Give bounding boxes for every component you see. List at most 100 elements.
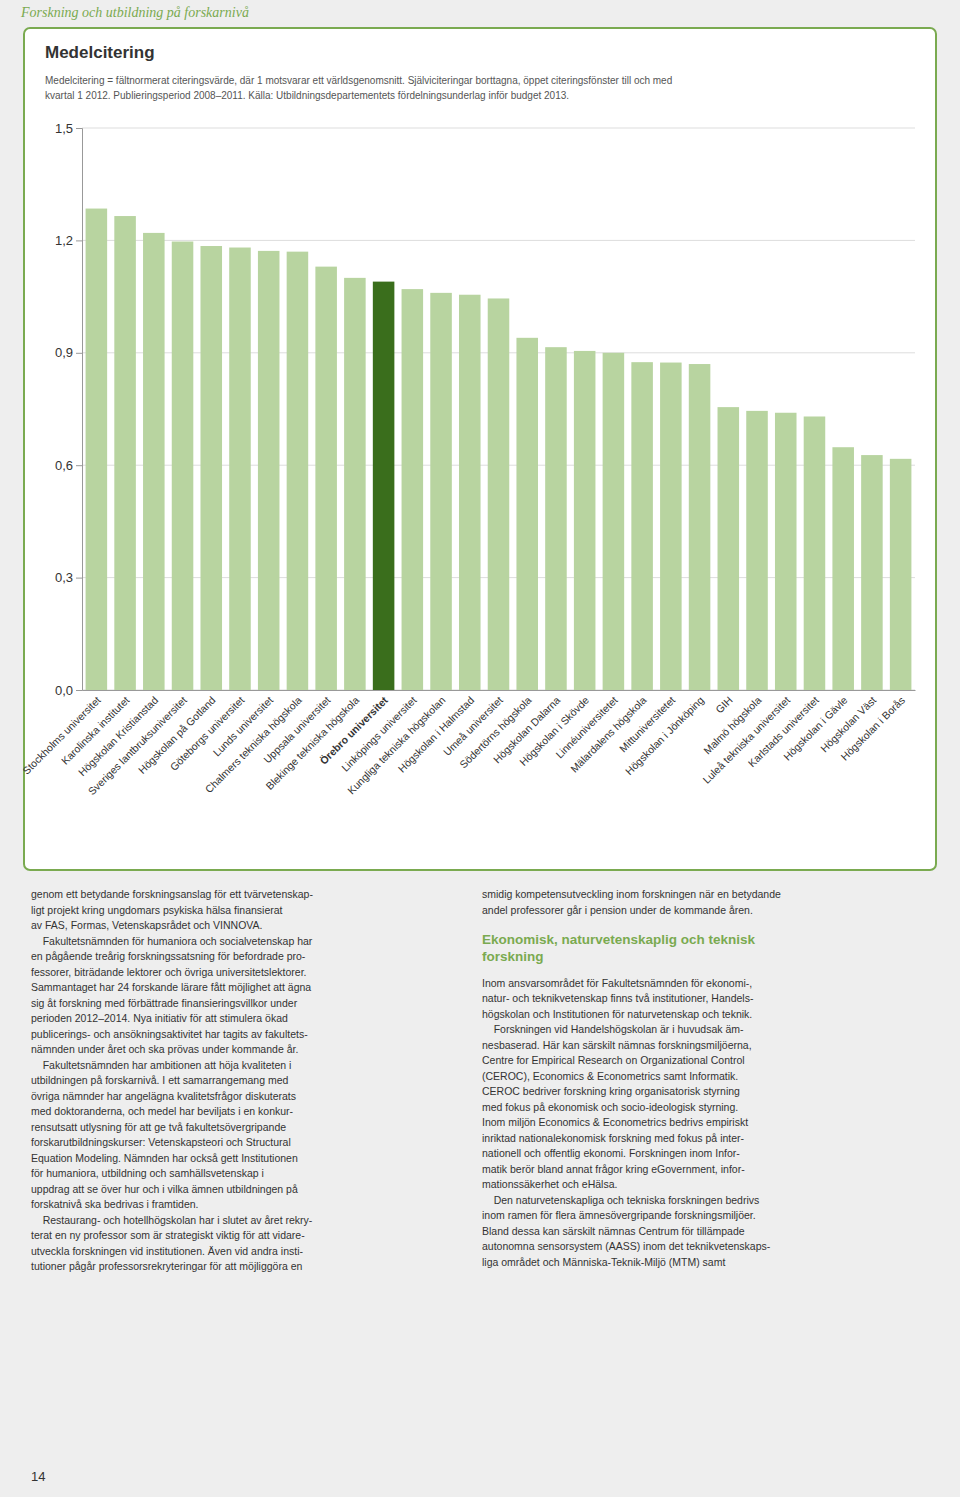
page-number: 14 <box>31 1469 45 1484</box>
x-tick-label: Högskolan i Jönköping <box>623 694 706 777</box>
y-tick-mark <box>76 128 82 129</box>
grid-line <box>82 128 915 129</box>
bar <box>200 246 222 690</box>
bar <box>258 251 280 690</box>
y-tick-mark <box>76 578 82 579</box>
bar <box>861 455 883 690</box>
grid <box>82 128 915 690</box>
bar <box>287 252 309 690</box>
body-text: Fakultetsnämnden har ambitionen att höja… <box>31 1059 291 1071</box>
y-tick-mark <box>76 690 82 691</box>
grid-line <box>82 240 915 241</box>
bar <box>459 295 481 690</box>
y-tick-mark <box>76 465 82 466</box>
body-text: Fakultetsnämnden för humaniora och socia… <box>31 935 313 947</box>
chart-subtitle: Medelcitering = fältnormerat citeringsvä… <box>45 75 672 86</box>
bar <box>373 282 395 690</box>
body-text: nationell och offentlig ekonomi. Forskni… <box>482 1147 740 1159</box>
body-text: rensutsatt utlysning för att ge två faku… <box>31 1121 286 1133</box>
x-tick-label: Högskolan i Borås <box>838 694 907 763</box>
body-text: Bland dessa kan särskilt nämnas Centrum … <box>482 1225 745 1237</box>
body-text: natur- och teknikvetenskap finns två ins… <box>482 992 754 1004</box>
body-text: Inom miljön Economics & Econometrics bed… <box>482 1116 748 1128</box>
body-text: sig åt forskning med förbättrade finansi… <box>31 997 298 1009</box>
body-text: högskolan och Institutionen för naturvet… <box>482 1008 752 1020</box>
body-text: utbildningen på forskarnivå. I ett samar… <box>31 1074 289 1086</box>
bars <box>86 209 912 690</box>
body-text: fessorer, biträdande lektorer och övriga… <box>31 966 306 978</box>
chart-subtitle: kvartal 1 2012. Publieringsperiod 2008–2… <box>45 90 569 101</box>
body-text: av FAS, Formas, Vetenskapsrådet och VINN… <box>31 919 263 931</box>
bar <box>516 338 538 690</box>
panel <box>24 28 936 870</box>
page-title: Forskning och utbildning på forskarnivå <box>20 5 249 20</box>
body-text: CEROC bedriver forskning kring organisat… <box>482 1085 740 1097</box>
bar <box>890 459 912 690</box>
body-text: (CEROC), Economics & Econometrics samt I… <box>482 1070 738 1082</box>
chart-title: Medelcitering <box>45 43 155 62</box>
y-tick: 0,0 <box>55 683 82 698</box>
body-text: med fokus på ekonomisk och socio-ideolog… <box>482 1101 738 1113</box>
body-text: övriga nämnder har angelägna kvalitetsfr… <box>31 1090 296 1102</box>
body-text: mationssäkerhet och eHälsa. <box>482 1178 617 1190</box>
x-axis: Stockholms universitetKarolinska institu… <box>20 691 916 798</box>
y-axis-line <box>76 129 83 691</box>
bar <box>689 364 711 690</box>
body-text: uppdrag att se över hur och i vilka ämne… <box>31 1183 298 1195</box>
y-axis: 0,00,30,60,91,21,5 <box>55 121 83 698</box>
y-tick-label: 0,3 <box>55 570 73 585</box>
bar <box>172 242 194 690</box>
body-text: forskatnivå ska bedrivas i framtiden. <box>31 1198 199 1210</box>
body-text: genom ett betydande forskningsanslag för… <box>31 888 313 900</box>
y-tick: 1,5 <box>55 121 82 136</box>
x-tick: Högskolan i Jönköping <box>623 694 706 777</box>
bar <box>430 293 452 690</box>
bar <box>631 362 653 690</box>
bar <box>832 447 854 690</box>
body-text: tutioner pågår professorsrekryteringar f… <box>31 1260 303 1272</box>
bar <box>143 233 165 690</box>
body-text: med doktoranderna, och medel har bevilja… <box>31 1105 294 1117</box>
body-text: Forskningen vid Handelshögskolan är i hu… <box>482 1023 744 1035</box>
body-text: inom ramen för flera ämnesövergripande f… <box>482 1209 756 1221</box>
page: Forskning och utbildning på forskarnivå M… <box>0 0 960 1497</box>
body-text: matik berör bland annat frågor kring eGo… <box>482 1163 745 1175</box>
body-text: Inom ansvarsområdet för Fakultetsnämnden… <box>482 977 752 989</box>
x-tick: Högskolan i Borås <box>838 694 907 763</box>
bar <box>545 347 567 690</box>
body-text: forskarutbildningskurser: Vetenskapsteor… <box>31 1136 291 1148</box>
body-text: Den naturvetenskapliga och tekniska fors… <box>482 1194 759 1206</box>
bar <box>603 353 625 690</box>
body-text: nämnden under året och ska prövas under … <box>31 1043 298 1055</box>
body-text: Centre for Empirical Research on Organiz… <box>482 1054 745 1066</box>
body-text: en pågående treårig forskningssatsning f… <box>31 950 306 962</box>
body-text: inriktad nationalekonomisk forskning med… <box>482 1132 745 1144</box>
section-heading: forskning <box>482 949 544 964</box>
bar <box>344 278 366 690</box>
body-text: utveckla forskningen vid institutionen. … <box>31 1245 303 1257</box>
body-text: Restaurang- och hotellhögskolan har i sl… <box>31 1214 313 1226</box>
body-text: andel professorer går i pension under de… <box>482 904 753 916</box>
y-tick-label: 0,6 <box>55 458 73 473</box>
bar <box>775 413 797 690</box>
body-text: autonomna sensorsystem (AASS) inom det t… <box>482 1240 771 1252</box>
bar <box>402 289 424 690</box>
y-tick-label: 1,5 <box>55 121 73 136</box>
body-text: nesbaserad. Här kan särskilt nämnas fors… <box>482 1039 752 1051</box>
body-text: perioden 2012–2014. Nya initiativ för at… <box>31 1012 288 1024</box>
section-heading: Ekonomisk, naturvetenskaplig och teknisk <box>482 932 756 947</box>
body-text: smidig kompetensutveckling inom forsknin… <box>482 888 781 900</box>
body-text: liga området och Människa-Teknik-Miljö (… <box>482 1256 725 1268</box>
body-text: publicerings- och ansökningsaktivitet ha… <box>31 1028 308 1040</box>
bar <box>315 267 337 690</box>
bar <box>114 216 136 690</box>
y-tick-mark <box>76 353 82 354</box>
body-text: ligt projekt kring ungdomars psykiska hä… <box>31 904 283 916</box>
bar <box>574 351 596 690</box>
y-tick: 0,6 <box>55 458 82 473</box>
bar <box>746 411 768 690</box>
bar <box>488 298 510 690</box>
y-tick-mark <box>76 240 82 241</box>
bar <box>718 407 740 690</box>
y-tick-label: 0,0 <box>55 683 73 698</box>
